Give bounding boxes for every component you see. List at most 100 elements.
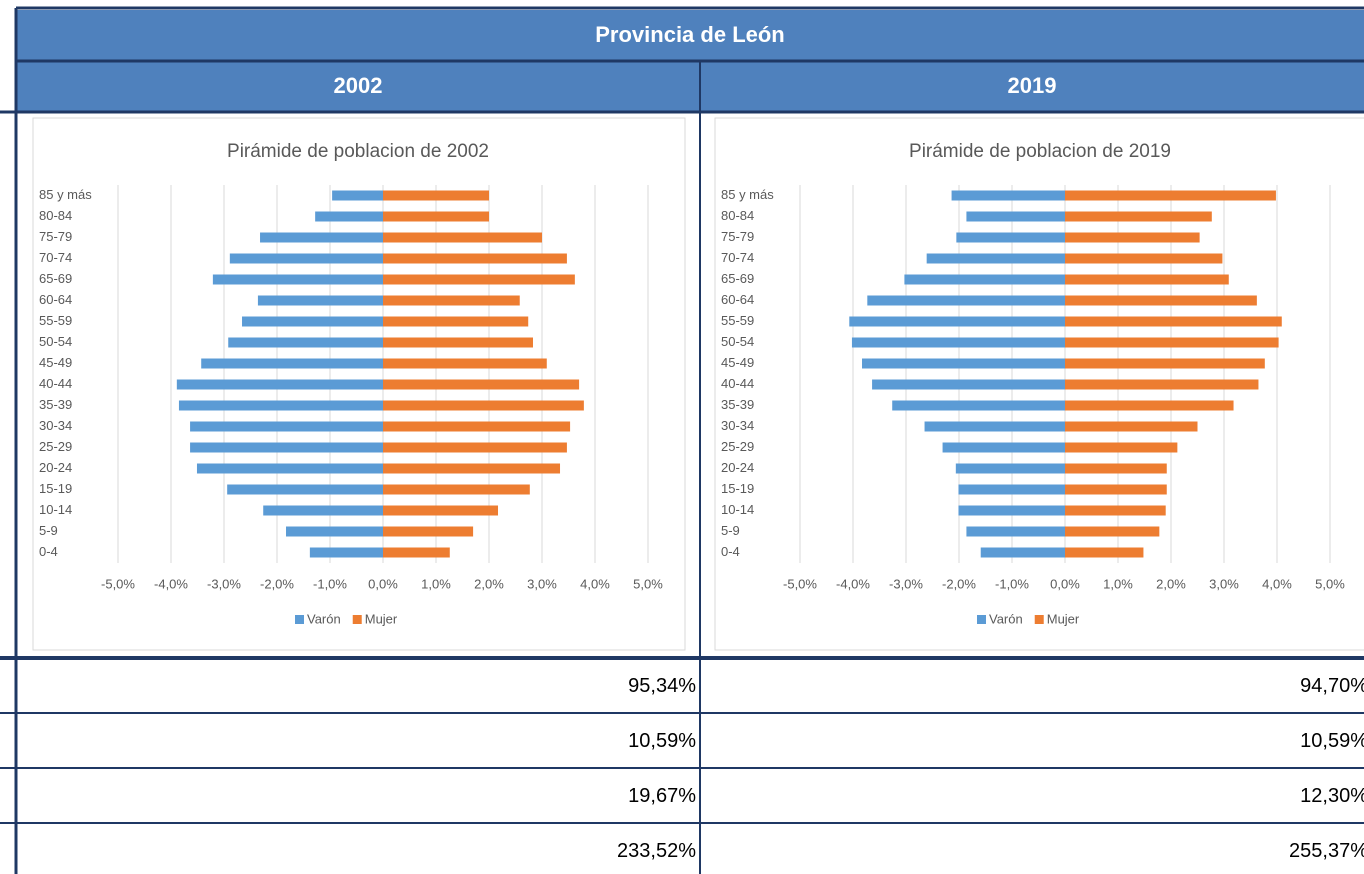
bar (1065, 379, 1259, 390)
bar (872, 379, 1065, 390)
bar (383, 547, 450, 558)
bar (1065, 526, 1160, 537)
x-tick-label: 2,0% (474, 576, 504, 591)
y-tick-label: 45-49 (721, 355, 754, 370)
bar (383, 421, 571, 432)
y-tick-label: 80-84 (39, 208, 72, 223)
bar (257, 295, 383, 306)
bar (383, 463, 561, 474)
bar (951, 190, 1065, 201)
cell-value: 255,37% (1289, 840, 1364, 862)
bar (383, 400, 584, 411)
bar (383, 379, 580, 390)
bar (1065, 274, 1229, 285)
bar (190, 442, 383, 453)
y-tick-label: 40-44 (39, 376, 72, 391)
bar (1065, 400, 1234, 411)
cell-value: 94,70% (1300, 675, 1364, 697)
bar (924, 421, 1065, 432)
y-tick-label: 5-9 (721, 523, 740, 538)
bar (263, 505, 383, 516)
bar (383, 190, 489, 201)
x-tick-label: 4,0% (1262, 576, 1292, 591)
x-tick-label: 3,0% (527, 576, 557, 591)
y-tick-label: 55-59 (721, 313, 754, 328)
y-tick-label: 25-29 (39, 439, 72, 454)
bar (1065, 358, 1265, 369)
bar (227, 484, 383, 495)
bar (383, 295, 520, 306)
bar (942, 442, 1065, 453)
bar (862, 358, 1065, 369)
bar (1065, 505, 1166, 516)
y-tick-label: 20-24 (721, 460, 754, 475)
cell-value: 233,52% (617, 840, 696, 862)
header-title: Provincia de León (595, 22, 785, 47)
x-tick-label: -3,0% (889, 576, 923, 591)
bar (1065, 190, 1276, 201)
bar (849, 316, 1065, 327)
y-tick-label: 5-9 (39, 523, 58, 538)
bar (383, 358, 547, 369)
x-tick-label: 5,0% (1315, 576, 1345, 591)
bar (176, 379, 383, 390)
x-tick-label: -3,0% (207, 576, 241, 591)
bar (190, 421, 383, 432)
y-tick-label: 75-79 (721, 229, 754, 244)
bar (958, 505, 1065, 516)
y-tick-label: 0-4 (721, 544, 740, 559)
bar (212, 274, 383, 285)
cell-value: 12,30% (1300, 785, 1364, 807)
bar (926, 253, 1065, 264)
x-tick-label: 4,0% (580, 576, 610, 591)
bar (383, 274, 575, 285)
y-tick-label: 75-79 (39, 229, 72, 244)
y-tick-label: 25-29 (721, 439, 754, 454)
x-tick-label: 3,0% (1209, 576, 1239, 591)
bar (904, 274, 1065, 285)
y-tick-label: 15-19 (39, 481, 72, 496)
bar (1065, 547, 1144, 558)
y-tick-label: 85 y más (39, 187, 92, 202)
y-tick-label: 15-19 (721, 481, 754, 496)
bar (383, 232, 542, 243)
x-tick-label: -5,0% (783, 576, 817, 591)
x-tick-label: -4,0% (154, 576, 188, 591)
bar (1065, 337, 1279, 348)
legend-label: Mujer (1047, 611, 1080, 626)
y-tick-label: 80-84 (721, 208, 754, 223)
bar (966, 211, 1065, 222)
y-tick-label: 60-64 (39, 292, 72, 307)
column-header: 2002 (334, 73, 383, 98)
x-tick-label: 1,0% (421, 576, 451, 591)
bar (1065, 421, 1198, 432)
legend-label: Varón (307, 611, 341, 626)
y-tick-label: 20-24 (39, 460, 72, 475)
legend-label: Varón (989, 611, 1023, 626)
x-tick-label: 0,0% (1050, 576, 1080, 591)
bar (1065, 295, 1257, 306)
legend-swatch (977, 615, 986, 624)
y-tick-label: 60-64 (721, 292, 754, 307)
bar (892, 400, 1065, 411)
x-tick-label: -5,0% (101, 576, 135, 591)
bar (1065, 484, 1167, 495)
legend-swatch (1034, 615, 1044, 624)
bar (383, 484, 530, 495)
bar (315, 211, 383, 222)
chart-title: Pirámide de poblacion de 2002 (227, 141, 489, 162)
y-tick-label: 65-69 (39, 271, 72, 286)
y-tick-label: 30-34 (721, 418, 754, 433)
cell-value: 10,59% (1300, 730, 1364, 752)
column-header: 2019 (1008, 73, 1057, 98)
x-tick-label: -4,0% (836, 576, 870, 591)
legend-label: Mujer (365, 611, 398, 626)
chart-title: Pirámide de poblacion de 2019 (909, 141, 1171, 162)
y-tick-label: 65-69 (721, 271, 754, 286)
x-tick-label: 1,0% (1103, 576, 1133, 591)
bar (383, 337, 533, 348)
legend-swatch (295, 615, 304, 624)
y-tick-label: 0-4 (39, 544, 58, 559)
bar (242, 316, 383, 327)
